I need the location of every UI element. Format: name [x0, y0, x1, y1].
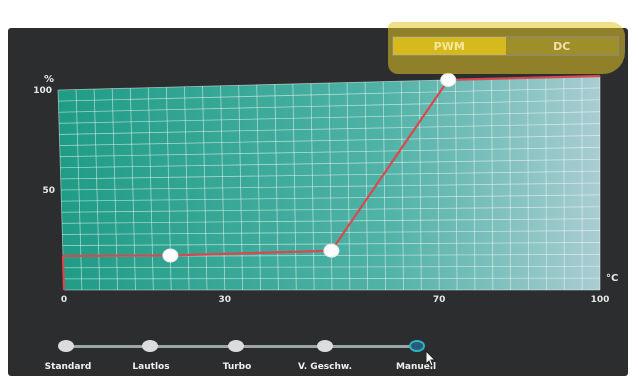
preset-label-v-geschw[interactable]: V. Geschw.: [297, 362, 353, 372]
mouse-pointer-icon: [425, 349, 437, 367]
grid-line-horizontal: [61, 218, 601, 224]
grid-line-horizontal: [59, 123, 601, 135]
grid-line-horizontal: [62, 230, 601, 235]
grid-line-horizontal: [60, 170, 601, 180]
x-tick-label: 30: [219, 295, 232, 305]
x-tick-label: 70: [433, 295, 446, 305]
grid-line-horizontal: [58, 87, 601, 102]
y-tick-label: 100: [33, 86, 52, 96]
grid-line-horizontal: [60, 158, 601, 169]
x-tick-labels: 0 30 70 100: [61, 295, 610, 305]
preset-dot-lautlos[interactable]: [142, 340, 158, 352]
grid-line-horizontal: [58, 111, 601, 124]
grid-line-horizontal: [61, 194, 601, 202]
y-tick-label: 50: [42, 186, 55, 196]
preset-label-standard[interactable]: Standard: [44, 362, 92, 372]
mode-option-pwm[interactable]: PWM: [393, 37, 506, 55]
curve-control-point[interactable]: [440, 72, 457, 87]
preset-dot-manuell[interactable]: [409, 340, 425, 352]
plot-area[interactable]: [58, 76, 600, 290]
preset-dot-turbo[interactable]: [228, 340, 244, 352]
pwm-dc-toggle[interactable]: PWM DC: [392, 36, 619, 56]
x-tick-label: 0: [61, 295, 67, 305]
preset-label-manuell[interactable]: Manuell: [395, 362, 437, 372]
curve-control-points[interactable]: [162, 72, 457, 263]
preset-label-turbo[interactable]: Turbo: [222, 362, 252, 372]
y-axis-unit: %: [44, 74, 54, 85]
grid-line-horizontal: [59, 146, 601, 158]
x-tick-label: 100: [591, 295, 610, 305]
grid-line-horizontal: [63, 265, 601, 269]
grid-line-horizontal: [59, 135, 601, 146]
mode-option-dc[interactable]: DC: [505, 37, 618, 55]
grid-line-horizontal: [60, 182, 601, 191]
preset-dot-standard[interactable]: [58, 340, 74, 352]
grid-line-horizontal: [58, 99, 601, 113]
y-tick-labels: 100 50: [33, 86, 55, 196]
x-axis-unit: °C: [606, 273, 618, 284]
grid-line-horizontal: [63, 277, 601, 280]
grid-line-horizontal: [61, 206, 601, 213]
preset-label-lautlos[interactable]: Lautlos: [132, 362, 170, 372]
curve-control-point[interactable]: [162, 248, 179, 263]
preset-dot-v-geschw[interactable]: [317, 340, 333, 352]
curve-control-point[interactable]: [323, 243, 340, 258]
